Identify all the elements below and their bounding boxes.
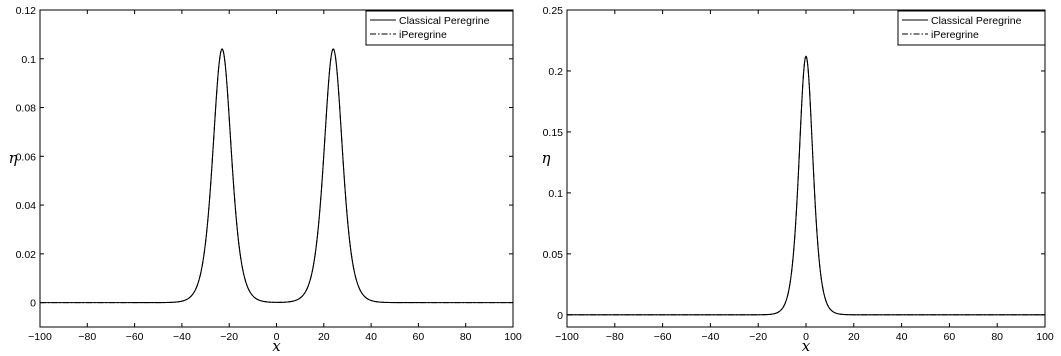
x-tick-label: 40: [365, 331, 377, 343]
legend-label: Classical Peregrine: [931, 15, 1022, 27]
legend-label: iPeregrine: [931, 29, 979, 41]
y-tick-label: 0.25: [543, 5, 564, 17]
y-tick-label: 0.08: [16, 103, 37, 115]
x-tick-label: −80: [78, 331, 96, 343]
plot-area: [566, 9, 1046, 328]
x-axis-label: x: [802, 337, 811, 355]
y-tick-label: 0: [30, 298, 36, 310]
x-tick-label: −40: [701, 331, 719, 343]
series-line-iperegrine: [567, 55, 1045, 316]
y-tick-label: 0.05: [543, 249, 564, 261]
x-tick-label: −100: [28, 331, 52, 343]
chart-left: −100 −80 −60 −40 −20 0 20 40 60 80 100 0 0.02 0.04 0.0…: [9, 5, 522, 355]
x-tick-label: 40: [896, 331, 908, 343]
x-tick-label: 60: [413, 331, 425, 343]
y-axis-label: η: [9, 149, 18, 167]
plot-area: [39, 9, 514, 328]
legend-box: [365, 10, 514, 46]
x-tick-label: 20: [318, 331, 330, 343]
y-tick-label: 0: [557, 310, 563, 322]
x-tick-label: −80: [606, 331, 624, 343]
x-tick-label: 0: [803, 331, 809, 343]
x-tick-label: −60: [126, 331, 144, 343]
x-tick-label: 0: [274, 331, 280, 343]
x-tick-label: 100: [504, 331, 522, 343]
y-tick-label: 0.04: [16, 200, 37, 212]
y-tick-label: 0.1: [21, 54, 36, 66]
y-tick-label: 0.2: [548, 66, 563, 78]
y-tick-label: 0.06: [16, 151, 37, 163]
x-tick-label: −20: [220, 331, 238, 343]
x-tick-label: 100: [1036, 331, 1054, 343]
x-tick-label: 20: [848, 331, 860, 343]
x-tick-label: 80: [991, 331, 1003, 343]
y-tick-label: 0.02: [16, 249, 37, 261]
legend-box: [897, 10, 1046, 46]
x-tick-label: 80: [460, 331, 472, 343]
y-axis-label: η: [542, 149, 551, 167]
series-line-iperegrine: [40, 48, 513, 304]
y-tick-label: 0.1: [548, 188, 563, 200]
chart-right: −100 −80 −60 −40 −20 0 20 40 60 80 100 0 0.05 0.1 0.15…: [542, 5, 1054, 355]
x-tick-label: −20: [749, 331, 767, 343]
x-tick-label: 60: [944, 331, 956, 343]
legend-label: iPeregrine: [399, 29, 447, 41]
x-axis-label: x: [272, 337, 281, 355]
x-tick-label: −60: [654, 331, 672, 343]
x-tick-label: −100: [555, 331, 579, 343]
x-tick-label: −40: [173, 331, 191, 343]
y-tick-label: 0.15: [543, 127, 564, 139]
legend-label: Classical Peregrine: [399, 15, 490, 27]
y-tick-label: 0.12: [16, 5, 37, 17]
